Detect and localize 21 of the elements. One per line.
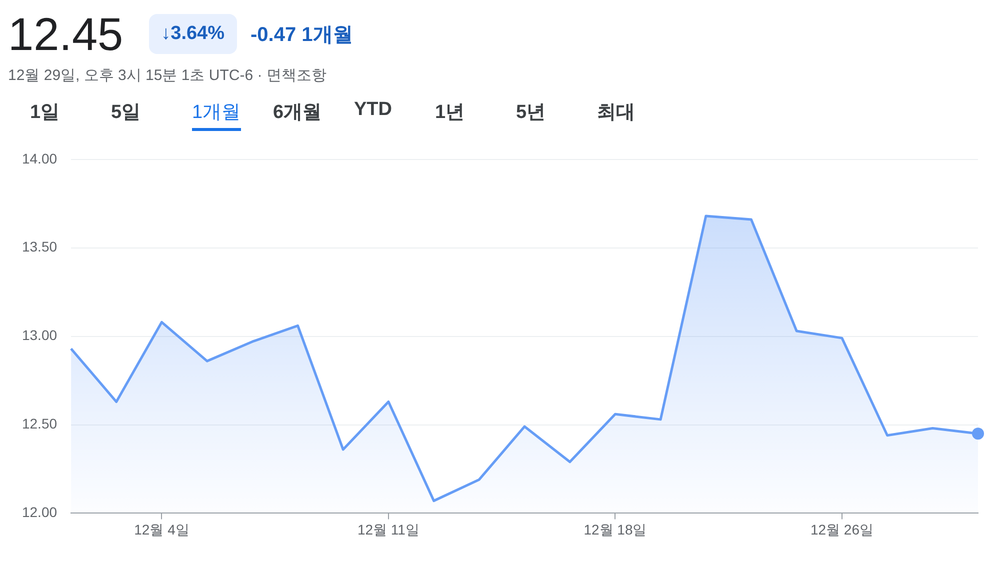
text: 1일 xyxy=(30,101,60,125)
x-tick-label: 12월 18일 xyxy=(584,521,647,538)
text: 6개월 xyxy=(273,101,322,125)
text: -0.47 1개월 xyxy=(250,22,353,48)
y-tick-label: 12.50 xyxy=(22,416,58,432)
chart-subtitle: 12월 29일, 오후 3시 15분 1초 UTC-6 · 면책조항 xyxy=(8,66,328,85)
text: 1개월 xyxy=(192,99,241,131)
x-tick-label: 12월 26일 xyxy=(810,521,874,538)
x-tick-label: 12월 4일 xyxy=(134,521,190,538)
chart-title: 12.45 xyxy=(8,8,124,60)
text: 1년 xyxy=(435,101,465,125)
text: 5일 xyxy=(111,101,141,125)
y-tick-label: 14.00 xyxy=(22,150,58,166)
y-tick-label: 13.50 xyxy=(22,238,58,255)
text: 최대 xyxy=(597,101,635,125)
y-tick-label: 13.00 xyxy=(22,327,58,344)
text: 5년 xyxy=(516,101,546,125)
text: YTD xyxy=(354,99,392,122)
text: ↓3.64% xyxy=(149,14,236,54)
x-tick-label: 12월 11일 xyxy=(357,521,420,538)
y-tick-label: 12.00 xyxy=(22,504,58,520)
